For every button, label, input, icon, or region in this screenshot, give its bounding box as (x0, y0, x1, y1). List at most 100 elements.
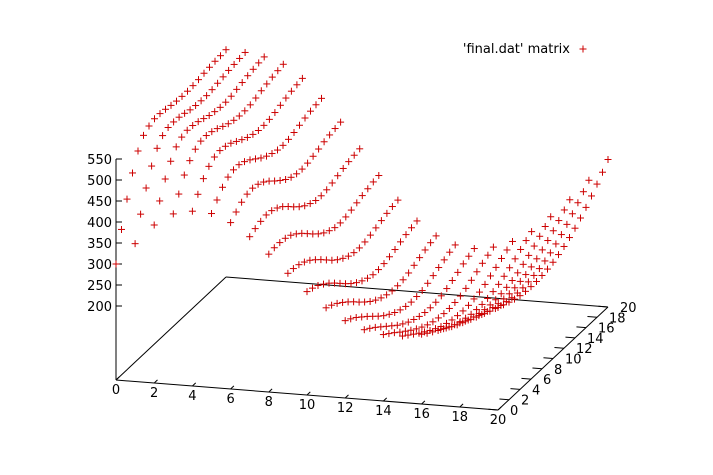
data-point (274, 146, 281, 154)
data-point (195, 76, 202, 84)
data-point (377, 323, 385, 331)
data-point (404, 331, 412, 339)
data-point (361, 298, 369, 306)
data-point (557, 231, 565, 239)
data-point (331, 224, 339, 232)
data-point (260, 178, 268, 186)
data-point (407, 326, 415, 334)
z-tick-label: 450 (87, 195, 112, 210)
data-point (287, 87, 295, 95)
data-point (123, 195, 131, 203)
data-point (498, 254, 505, 262)
x-tick (153, 379, 158, 384)
data-point (478, 300, 486, 308)
data-point (339, 164, 347, 172)
data-point (213, 196, 221, 204)
data-point (274, 67, 282, 75)
data-point (487, 272, 494, 280)
data-point (295, 261, 303, 269)
x-tick (497, 406, 502, 411)
data-point (390, 329, 398, 337)
data-point (279, 141, 287, 149)
data-point (418, 287, 426, 295)
data-point (268, 207, 276, 215)
data-point (470, 295, 478, 303)
data-point (399, 332, 406, 340)
data-point (413, 293, 421, 301)
data-point (432, 232, 440, 240)
data-point (208, 210, 215, 218)
x-tick (115, 376, 120, 381)
data-point (364, 274, 371, 282)
data-point (560, 206, 568, 214)
data-point (162, 105, 169, 113)
data-point (473, 268, 481, 276)
data-point (183, 126, 191, 134)
data-point (399, 320, 407, 328)
data-point (238, 79, 246, 87)
data-point (257, 154, 265, 162)
data-point (429, 318, 437, 326)
data-point (380, 260, 388, 268)
data-point (355, 244, 363, 252)
data-point (295, 203, 303, 211)
data-point (194, 190, 202, 198)
data-point (549, 258, 557, 266)
data-point (323, 186, 331, 194)
z-tick-label: 300 (87, 258, 112, 273)
data-point (448, 276, 456, 284)
data-point (456, 319, 464, 327)
data-point (287, 173, 295, 181)
data-point (445, 304, 453, 312)
x-tick-label: 10 (299, 398, 316, 413)
data-point (137, 210, 145, 218)
data-point (202, 132, 210, 140)
data-point (503, 283, 511, 291)
x-tick (383, 397, 388, 402)
data-point (276, 239, 284, 247)
data-point (217, 52, 224, 60)
data-point (582, 203, 590, 211)
data-point (230, 60, 238, 68)
data-point (484, 294, 492, 302)
data-point (186, 157, 194, 165)
data-point (263, 80, 271, 88)
data-point (325, 227, 333, 235)
data-point (334, 172, 342, 180)
data-point (421, 246, 429, 254)
data-point (211, 108, 219, 116)
data-point (315, 145, 323, 153)
data-point (200, 115, 208, 123)
data-point (161, 175, 169, 183)
data-point (293, 81, 301, 89)
data-point (408, 224, 415, 232)
data-point (599, 168, 606, 176)
y-tick-label: 16 (598, 322, 615, 337)
data-point (538, 271, 546, 279)
data-point (369, 271, 377, 279)
data-point (169, 210, 177, 218)
data-point (281, 234, 289, 242)
data-point (328, 256, 336, 264)
data-point (219, 122, 227, 130)
data-point (494, 303, 502, 311)
data-point (505, 290, 513, 298)
data-point (227, 139, 235, 147)
x-tick (230, 385, 235, 390)
x-tick-label: 8 (265, 395, 273, 410)
data-point (189, 82, 197, 90)
data-point (151, 115, 158, 123)
data-point (377, 217, 385, 225)
data-point (434, 314, 442, 322)
x-tick-label: 4 (188, 389, 196, 404)
data-point (265, 250, 273, 258)
data-point (333, 256, 341, 264)
data-point (339, 254, 347, 262)
data-point (402, 231, 410, 239)
data-point (180, 171, 188, 179)
data-point (225, 66, 233, 74)
chart-points (112, 46, 612, 340)
data-point (377, 294, 385, 302)
data-point (333, 299, 341, 307)
